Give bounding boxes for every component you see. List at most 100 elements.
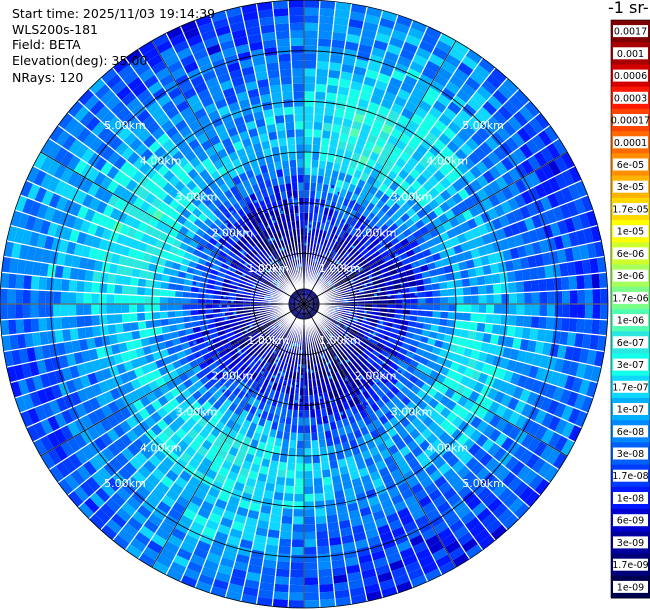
beta-cell — [450, 335, 461, 346]
beta-speckle-dot — [290, 354, 294, 358]
beta-cell — [87, 182, 100, 197]
beta-cell — [235, 43, 251, 55]
beta-cell — [164, 157, 177, 170]
beta-cell — [424, 131, 438, 145]
beta-cell — [470, 285, 479, 296]
beta-cell — [130, 321, 139, 332]
beta-cell — [285, 416, 293, 425]
beta-cell — [415, 321, 425, 330]
beta-cell — [277, 256, 284, 265]
beta-cell — [463, 196, 476, 209]
beta-cell — [106, 293, 115, 304]
beta-cell — [161, 494, 176, 508]
beta-cell — [417, 310, 426, 317]
beta-cell — [495, 418, 508, 433]
beta-cell — [60, 150, 75, 168]
beta-cell — [379, 404, 391, 415]
beta-cell — [358, 155, 369, 166]
beta-cell — [237, 390, 247, 400]
beta-speckle-dot — [309, 221, 313, 225]
beta-cell — [374, 32, 391, 44]
beta-cell — [308, 310, 313, 317]
beta-cell — [479, 141, 493, 156]
beta-cell — [38, 317, 47, 332]
beta-cell — [534, 340, 545, 355]
beta-cell — [377, 105, 391, 117]
beta-cell — [380, 394, 391, 405]
beta-cell — [191, 320, 200, 328]
beta-cell — [317, 568, 333, 578]
beta-cell — [359, 276, 368, 283]
beta-cell — [15, 273, 25, 290]
beta-cell — [275, 568, 291, 578]
beta-cell — [233, 273, 242, 280]
beta-speckle-dot — [326, 219, 330, 223]
beta-cell — [241, 224, 251, 234]
beta-cell — [395, 139, 408, 151]
beta-cell — [167, 296, 175, 304]
beta-cell — [482, 170, 496, 184]
beta-cell — [283, 106, 295, 115]
beta-cell — [364, 331, 374, 339]
beta-cell — [167, 304, 175, 312]
beta-cell — [294, 121, 304, 130]
beta-cell — [363, 251, 372, 260]
beta-cell — [119, 419, 132, 434]
beta-cell — [262, 489, 275, 500]
beta-cell — [438, 431, 451, 444]
beta-cell — [466, 476, 482, 491]
beta-cell — [310, 167, 319, 176]
beta-speckle-dot — [325, 418, 329, 422]
beta-cell — [25, 376, 37, 394]
beta-cell — [270, 92, 283, 102]
beta-cell — [76, 464, 92, 481]
beta-cell — [214, 498, 228, 510]
beta-cell — [129, 55, 147, 71]
beta-cell — [425, 297, 434, 304]
beta-cell — [264, 482, 276, 492]
beta-cell — [317, 245, 323, 254]
beta-cell — [309, 308, 317, 314]
beta-cell — [304, 167, 312, 175]
beta-cell — [379, 375, 389, 385]
beta-cell — [527, 255, 537, 269]
beta-cell — [497, 487, 513, 503]
beta-cell — [333, 275, 341, 282]
beta-cell — [135, 250, 145, 261]
beta-cell — [116, 332, 126, 344]
beta-cell — [227, 215, 237, 225]
beta-cell — [254, 374, 263, 383]
beta-cell — [94, 225, 106, 239]
beta-cell — [334, 443, 344, 453]
beta-cell — [231, 28, 248, 40]
beta-cell — [239, 236, 249, 245]
beta-cell — [554, 172, 568, 190]
beta-cell — [262, 378, 270, 388]
beta-cell — [229, 133, 242, 145]
beta-cell — [330, 271, 338, 279]
beta-cell — [258, 349, 266, 358]
beta-cell — [227, 392, 237, 403]
beta-cell — [146, 270, 156, 281]
beta-cell — [94, 83, 111, 100]
beta-cell — [315, 83, 327, 93]
beta-cell — [140, 363, 152, 376]
beta-cell — [498, 214, 510, 228]
beta-cell — [167, 282, 177, 291]
beta-cell — [358, 442, 369, 453]
beta-cell — [282, 500, 294, 509]
beta-cell — [471, 481, 487, 496]
beta-cell — [308, 379, 313, 388]
beta-cell — [93, 171, 107, 187]
beta-speckle-dot — [393, 296, 397, 300]
beta-cell — [174, 304, 183, 311]
beta-cell — [203, 217, 214, 228]
beta-cell — [175, 310, 184, 318]
beta-cell — [450, 166, 464, 180]
beta-cell — [249, 438, 260, 449]
beta-cell — [362, 116, 375, 127]
beta-cell — [424, 112, 438, 126]
beta-cell — [292, 508, 304, 517]
beta-cell — [552, 386, 565, 402]
